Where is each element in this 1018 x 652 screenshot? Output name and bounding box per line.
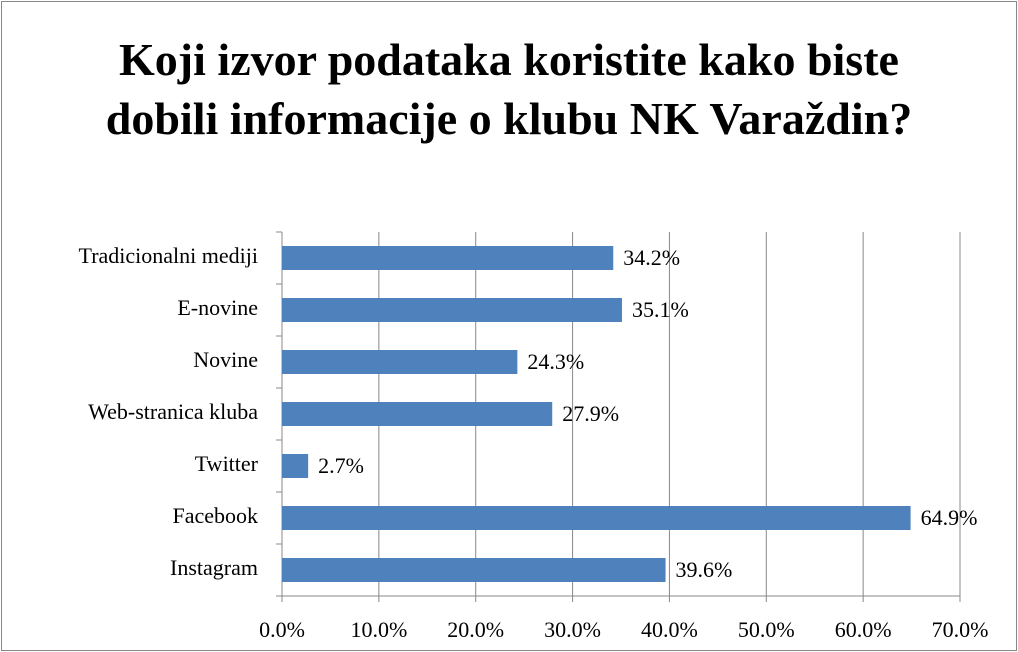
data-label: 34.2% bbox=[623, 245, 680, 270]
bar bbox=[282, 558, 666, 582]
data-label: 2.7% bbox=[318, 453, 364, 478]
chart-title: Koji izvor podataka koristite kako biste… bbox=[105, 34, 913, 144]
data-label: 35.1% bbox=[632, 297, 689, 322]
x-tick-label: 0.0% bbox=[259, 617, 305, 642]
data-label: 27.9% bbox=[562, 401, 619, 426]
x-tick-label: 20.0% bbox=[447, 617, 504, 642]
bar bbox=[282, 402, 553, 426]
y-tick-label: Instagram bbox=[170, 555, 258, 580]
x-tick-label: 10.0% bbox=[350, 617, 407, 642]
x-tick-label: 40.0% bbox=[641, 617, 698, 642]
bar bbox=[282, 506, 911, 530]
y-tick-label: Tradicionalni mediji bbox=[79, 243, 258, 268]
y-tick-label: Web-stranica kluba bbox=[88, 399, 258, 424]
bar bbox=[282, 298, 622, 322]
bar bbox=[282, 454, 309, 478]
data-label: 64.9% bbox=[921, 505, 978, 530]
x-tick-label: 30.0% bbox=[544, 617, 601, 642]
y-tick-label: E-novine bbox=[177, 295, 258, 320]
x-tick-label: 60.0% bbox=[835, 617, 892, 642]
bar bbox=[282, 246, 614, 270]
x-tick-label: 50.0% bbox=[738, 617, 795, 642]
y-tick-label: Twitter bbox=[195, 451, 259, 476]
y-tick-label: Facebook bbox=[172, 503, 258, 528]
data-label: 24.3% bbox=[527, 349, 584, 374]
x-tick-label: 70.0% bbox=[932, 617, 989, 642]
bar bbox=[282, 350, 518, 374]
data-label: 39.6% bbox=[676, 557, 733, 582]
y-tick-label: Novine bbox=[193, 347, 258, 372]
